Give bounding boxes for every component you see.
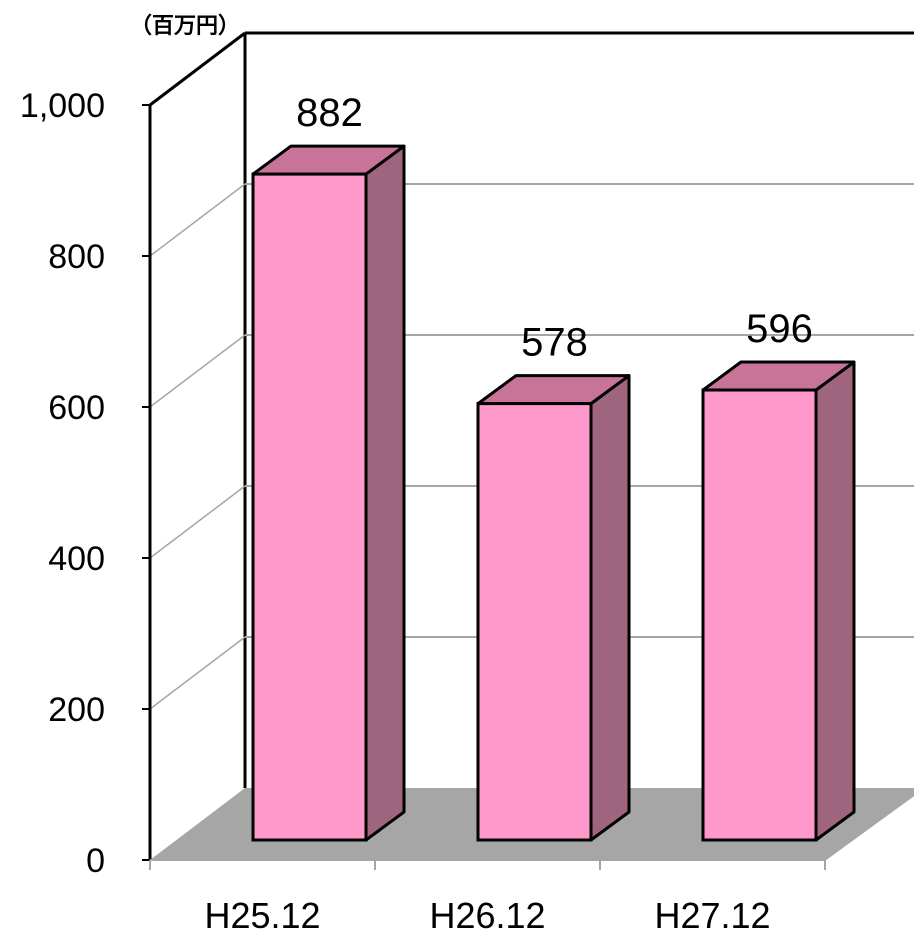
- gridline-side: [149, 485, 246, 559]
- chart-walls: [149, 31, 914, 788]
- bars: [251, 144, 856, 842]
- x-tick-label: H26.12: [429, 895, 545, 935]
- y-tick-label: 200: [48, 691, 105, 729]
- bar: [701, 360, 856, 842]
- bar: [251, 144, 406, 842]
- bar-side: [814, 360, 856, 842]
- bar-front: [476, 402, 593, 842]
- gridline-side: [149, 183, 246, 257]
- side-wall-top: [149, 31, 246, 107]
- axes: [148, 105, 825, 861]
- y-tick-label: 0: [86, 842, 105, 880]
- x-axis-ticks: H25.12 H26.12 H27.12: [149, 860, 826, 935]
- y-axis-ticks: 0 200 400 600 800 1,000: [20, 87, 150, 880]
- bar: [476, 374, 631, 842]
- gridline-side: [149, 636, 246, 710]
- data-label: 578: [521, 321, 588, 365]
- data-label: 882: [296, 91, 363, 135]
- data-labels: 882 578 596: [296, 91, 813, 365]
- data-label: 596: [746, 307, 813, 351]
- bar-front: [701, 388, 818, 842]
- x-tick-label: H25.12: [204, 895, 320, 935]
- y-tick-label: 800: [48, 238, 105, 276]
- y-tick-label: 400: [48, 540, 105, 578]
- y-tick-label: 600: [48, 389, 105, 427]
- bar-side: [364, 144, 406, 842]
- floor-edge: [824, 794, 914, 861]
- gridline-side: [149, 334, 246, 408]
- bar-front: [251, 172, 368, 842]
- bar-side: [589, 374, 631, 842]
- unit-label: （百万円）: [130, 14, 240, 39]
- y-tick-label: 1,000: [20, 87, 105, 125]
- x-tick-label: H27.12: [654, 895, 770, 935]
